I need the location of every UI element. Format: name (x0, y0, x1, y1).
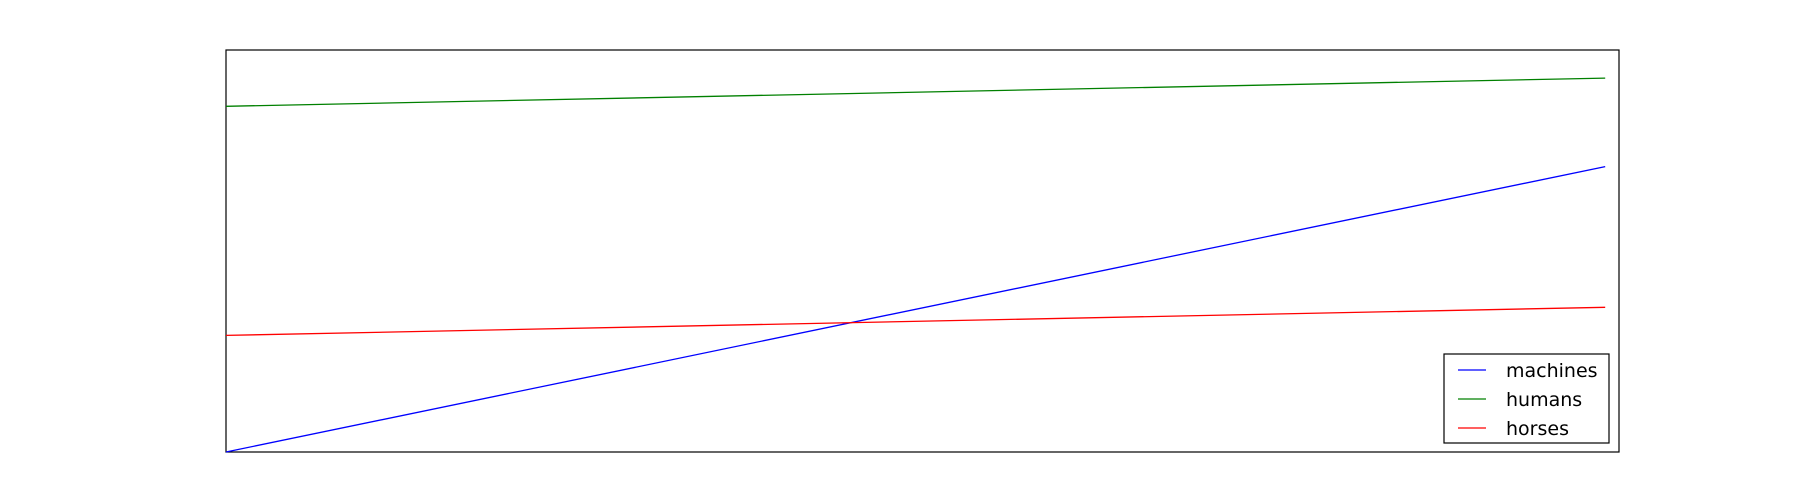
legend-label-machines: machines (1506, 360, 1598, 382)
legend: machines humans horses (1443, 353, 1610, 444)
series-layer (225, 77, 1606, 453)
legend-label-humans: humans (1506, 389, 1582, 411)
series-line-horses (225, 306, 1606, 337)
plot-area (225, 49, 1620, 453)
legend-label-horses: horses (1506, 418, 1569, 440)
series-line-humans (225, 77, 1606, 107)
series-line-machines (225, 165, 1606, 453)
